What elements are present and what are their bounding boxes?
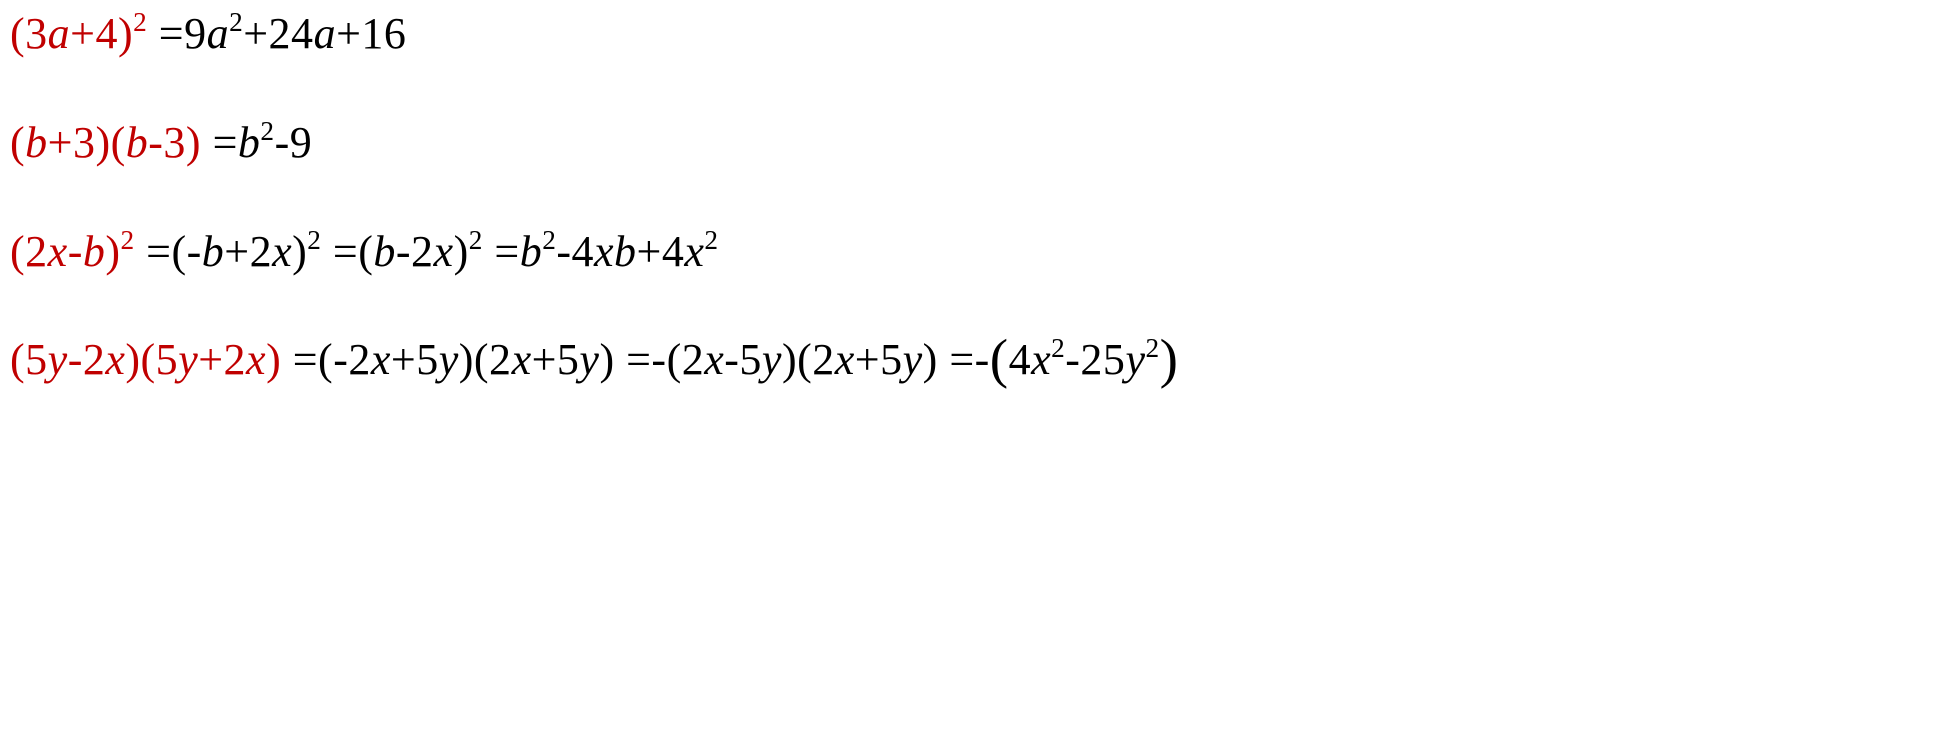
eq2-lhs: (b+3)(b-3) <box>10 118 201 167</box>
eq4-lhs: (5y-2x)(5y+2x) <box>10 335 281 384</box>
eq4-rhs: =(-2x+5y)(2x+5y) =-(2x-5y)(2x+5y) =-(4x2… <box>281 335 1178 384</box>
eq1-rhs: =9a2+24a+16 <box>147 9 406 58</box>
equation-1: (3a+4)2 =9a2+24a+16 <box>10 8 1939 61</box>
eq3-lhs: (2x-b)2 <box>10 227 135 276</box>
equation-3: (2x-b)2 =(-b+2x)2 =(b-2x)2 =b2-4xb+4x2 <box>10 226 1939 279</box>
equation-2: (b+3)(b-3) =b2-9 <box>10 117 1939 170</box>
eq3-rhs: =(-b+2x)2 =(b-2x)2 =b2-4xb+4x2 <box>135 227 719 276</box>
equation-4: (5y-2x)(5y+2x) =(-2x+5y)(2x+5y) =-(2x-5y… <box>10 334 1939 387</box>
eq1-lhs: (3a+4)2 <box>10 9 147 58</box>
eq2-rhs: =b2-9 <box>201 118 312 167</box>
